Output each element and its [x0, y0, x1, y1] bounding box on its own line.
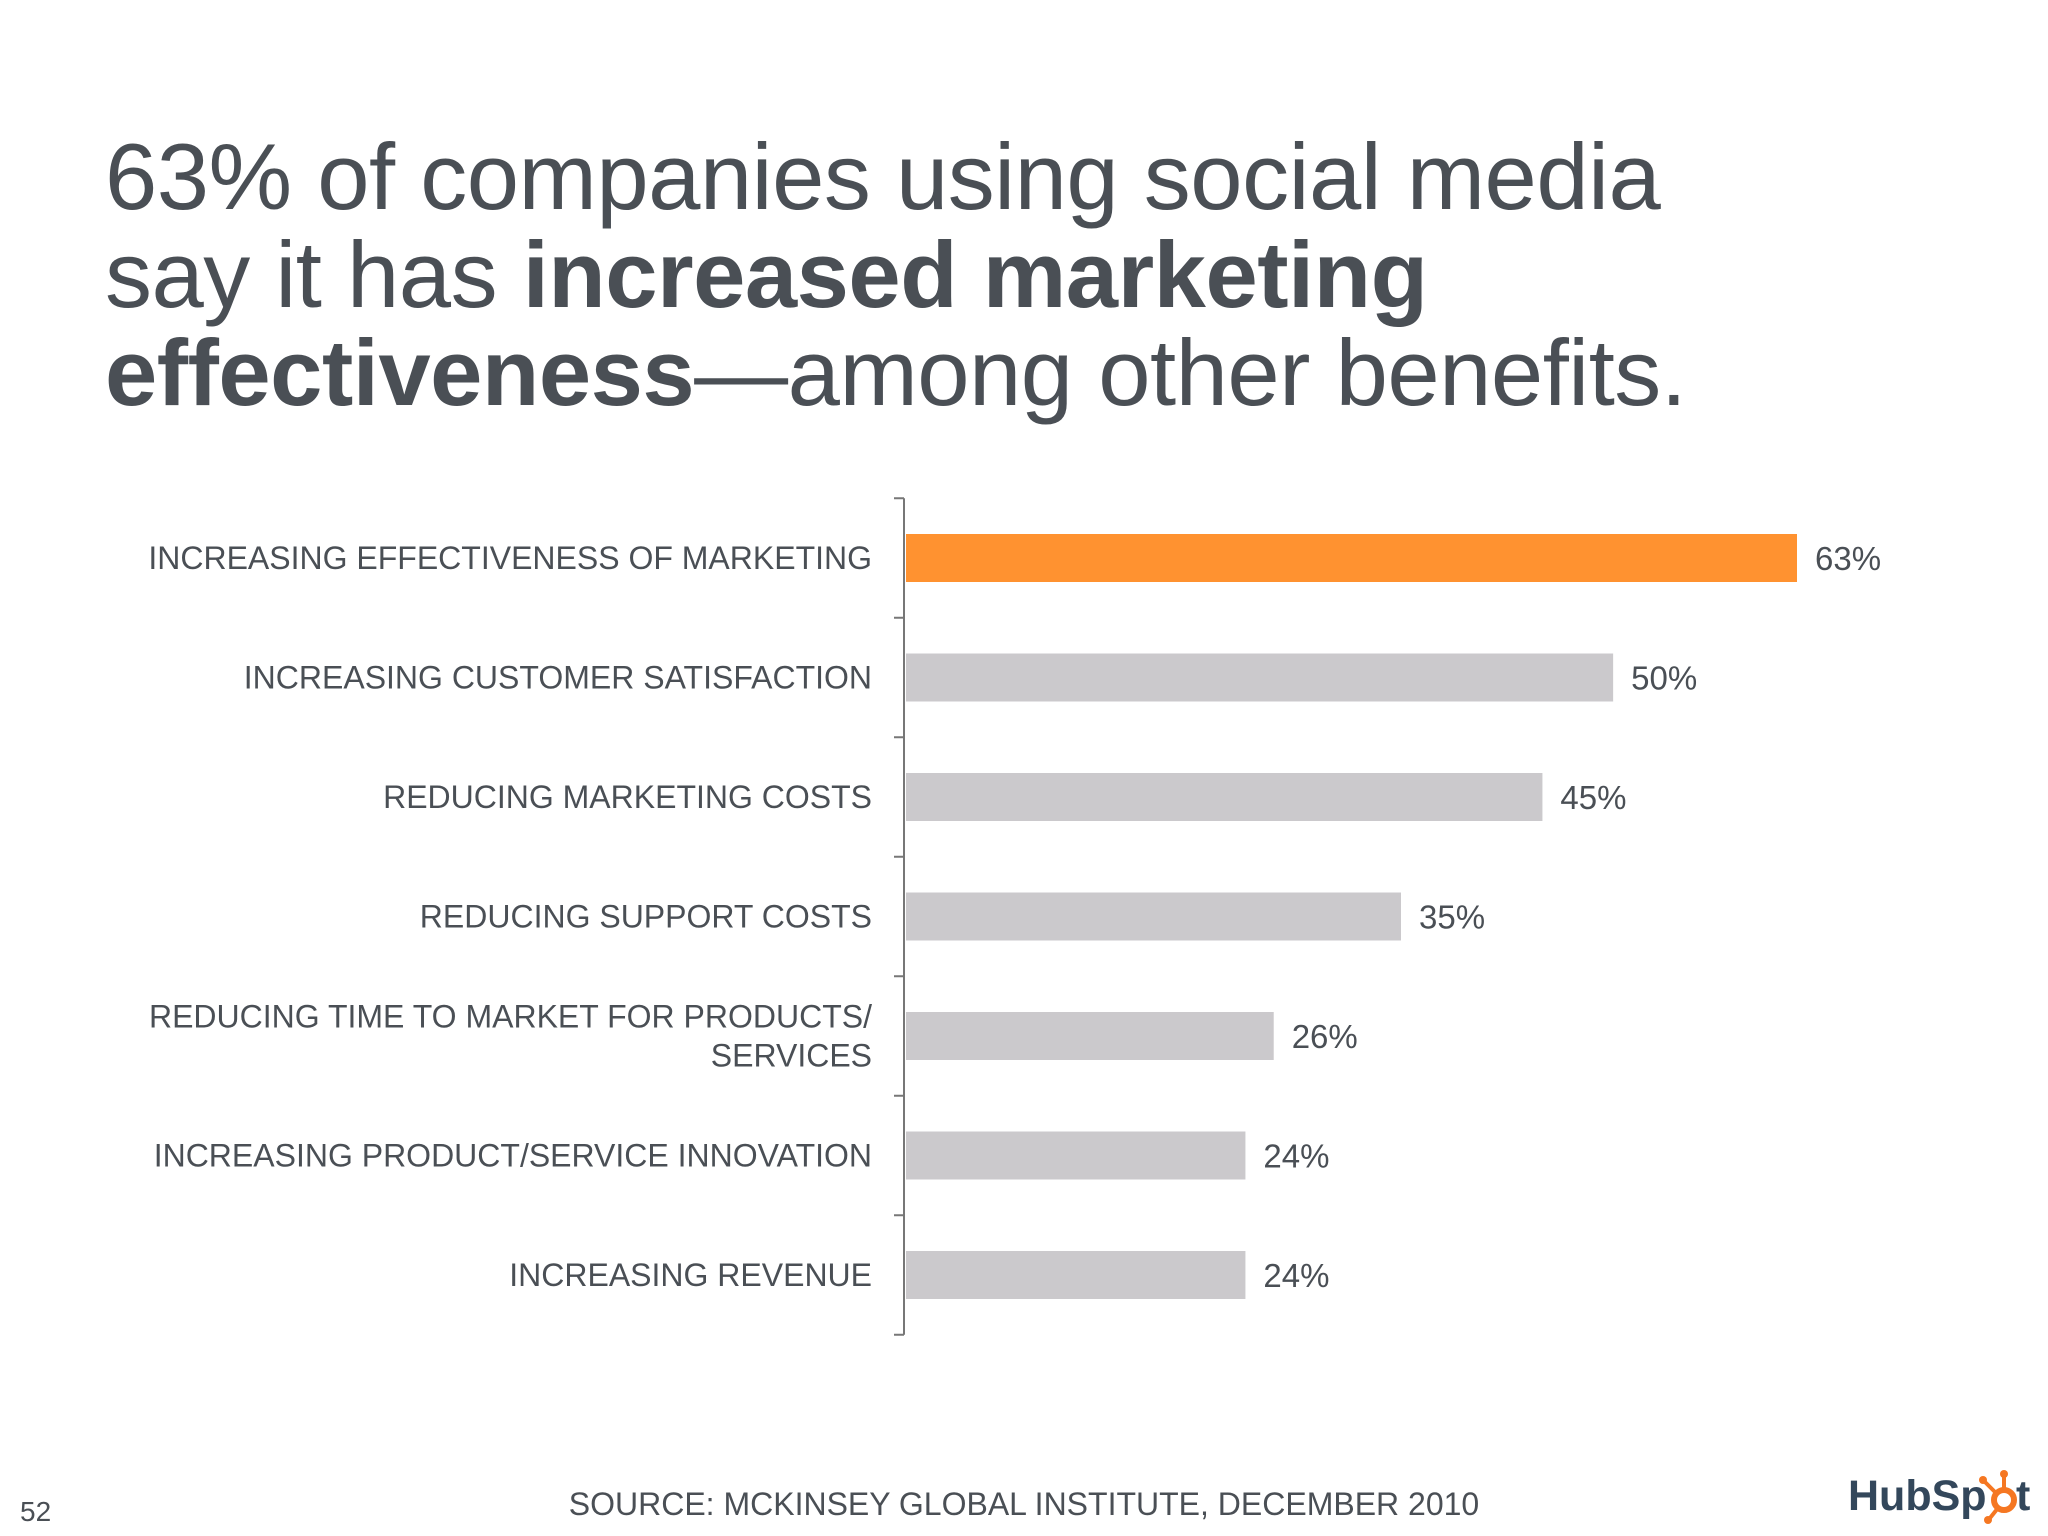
- value-label-3: 45%: [1560, 779, 1626, 816]
- title-line-1: 63% of companies using social media: [105, 124, 1661, 229]
- category-label-2: INCREASING CUSTOMER SATISFACTION: [244, 660, 872, 696]
- hubspot-logo-text: HubSp t: [1848, 1472, 2030, 1520]
- category-label-1: INCREASING EFFECTIVENESS OF MARKETING: [148, 540, 872, 576]
- page-number: 52: [20, 1496, 52, 1527]
- bar-7: [906, 1251, 1246, 1299]
- sprocket-icon: [1979, 1470, 2017, 1524]
- bar-6: [906, 1131, 1246, 1180]
- chart-value-labels: 63% 50% 45% 35% 26% 24% 24%: [1263, 540, 1881, 1294]
- chart-axis: [894, 497, 905, 1336]
- category-label-4: REDUCING SUPPORT COSTS: [420, 899, 872, 935]
- source-note: SOURCE: MCKINSEY GLOBAL INSTITUTE, DECEM…: [568, 1486, 1480, 1522]
- bar-3: [906, 773, 1543, 821]
- value-label-2: 50%: [1631, 660, 1697, 697]
- category-label-3: REDUCING MARKETING COSTS: [383, 779, 872, 815]
- bar-4: [906, 892, 1401, 941]
- chart-category-labels: INCREASING EFFECTIVENESS OF MARKETING INC…: [148, 540, 872, 1293]
- title-line-2-bold: increased marketing: [522, 222, 1428, 327]
- bar-1: [906, 534, 1797, 582]
- hubspot-logo: HubSp t: [1848, 1470, 2030, 1524]
- title-line-3-plain: —among other benefits.: [694, 320, 1687, 425]
- category-label-5: REDUCING TIME TO MARKET FOR PRODUCTS/SER…: [149, 999, 872, 1074]
- slide-title: 63% of companies using social media say …: [105, 128, 1985, 422]
- chart-bars: [906, 534, 1797, 1299]
- title-line-2-plain: say it has: [105, 222, 523, 327]
- value-label-5: 26%: [1292, 1018, 1358, 1055]
- value-label-1: 63%: [1815, 540, 1881, 577]
- value-label-6: 24%: [1263, 1138, 1329, 1175]
- value-label-7: 24%: [1263, 1257, 1329, 1294]
- bar-2: [906, 653, 1614, 702]
- category-label-7: INCREASING REVENUE: [509, 1257, 872, 1293]
- bar-chart: INCREASING EFFECTIVENESS OF MARKETING INC…: [148, 497, 1881, 1336]
- bar-5: [906, 1012, 1274, 1060]
- value-label-4: 35%: [1419, 899, 1485, 936]
- title-line-3-bold: effectiveness: [105, 320, 695, 425]
- category-label-6: INCREASING PRODUCT/SERVICE INNOVATION: [154, 1138, 872, 1174]
